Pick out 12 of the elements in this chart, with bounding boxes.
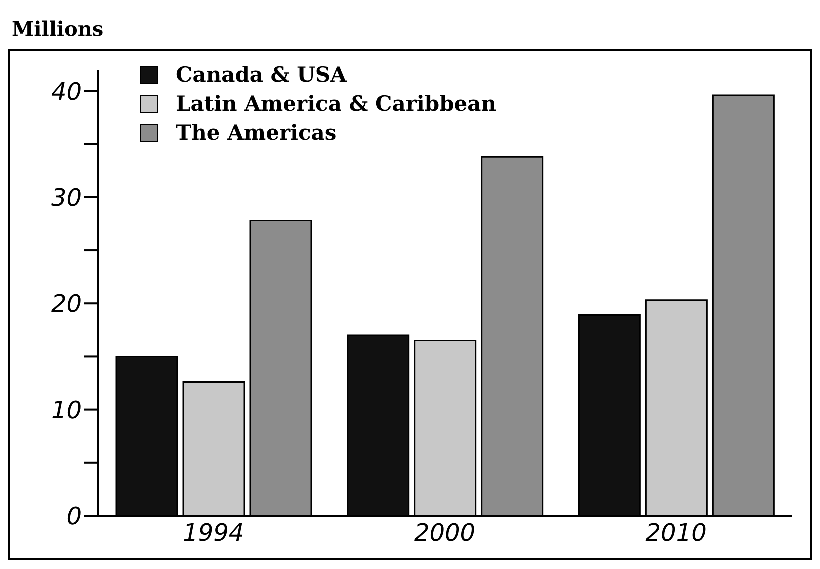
legend-label: The Americas [176, 119, 337, 147]
y-axis-title: Millions [12, 17, 104, 41]
x-tick-label: 1994 [183, 519, 244, 548]
y-tick-label: 20 [51, 290, 82, 318]
y-tick-label: 40 [51, 78, 82, 106]
legend-label: Canada & USA [176, 61, 347, 89]
y-tick-label: 10 [51, 396, 82, 424]
x-tick-label: 2000 [414, 519, 476, 548]
legend-label: Latin America & Caribbean [176, 90, 496, 118]
y-tick-label: 30 [51, 184, 82, 212]
y-tick-label: 0 [66, 502, 82, 531]
x-tick-label: 2010 [646, 519, 707, 548]
